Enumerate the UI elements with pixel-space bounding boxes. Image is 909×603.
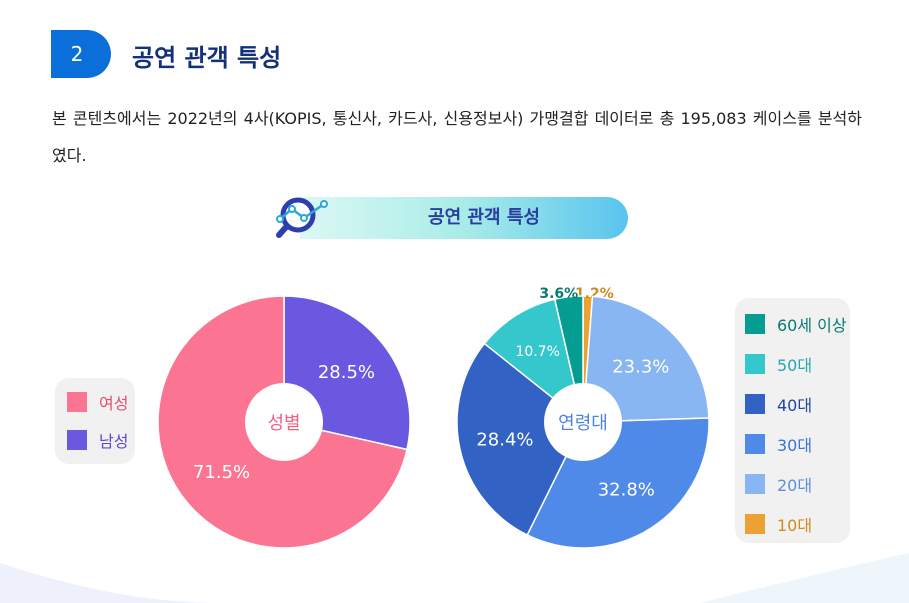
data-label: 28.4% — [476, 429, 533, 450]
legend-swatch — [745, 434, 765, 454]
pie-slice — [582, 295, 710, 423]
legend-item: 40대 — [745, 392, 812, 416]
legend-swatch — [745, 514, 765, 534]
section-title: 공연 관객 특성 — [132, 44, 282, 72]
data-label: 3.6% — [539, 286, 578, 302]
data-label: 71.5% — [193, 462, 250, 483]
legend-label: 남성 — [99, 432, 129, 451]
data-label: 10.7% — [515, 344, 559, 360]
legend-label: 50대 — [777, 356, 813, 375]
description: 본 콘텐츠에서는 2022년의 4사(KOPIS, 통신사, 카드사, 신용정보… — [52, 109, 862, 165]
legend-item: 남성 — [67, 428, 128, 452]
legend-label: 20대 — [777, 476, 813, 495]
legend-item: 60세 이상 — [745, 312, 847, 336]
legend-swatch — [67, 392, 87, 412]
legend-swatch — [745, 314, 765, 334]
center-label: 연령대 — [558, 413, 608, 434]
banner: 공연 관객 특성 — [300, 197, 628, 239]
data-label: 32.8% — [598, 479, 655, 500]
legend-swatch — [745, 394, 765, 414]
legend-label: 10대 — [777, 516, 813, 535]
center-label: 성별 — [267, 413, 300, 434]
pie-center — [245, 383, 323, 461]
data-label: 23.3% — [612, 357, 669, 378]
legend-label: 40대 — [777, 396, 813, 415]
legend-label: 30대 — [777, 436, 813, 455]
banner-title: 공연 관객 특성 — [428, 207, 540, 228]
section-number: 2 — [51, 30, 111, 78]
pie-slice — [456, 342, 584, 536]
legend-item: 10대 — [745, 512, 812, 536]
legend-swatch — [67, 430, 87, 450]
magnifier-chart-icon — [276, 197, 328, 238]
legend-item: 여성 — [67, 390, 128, 414]
legend-item: 30대 — [745, 432, 812, 456]
legend-item: 20대 — [745, 472, 812, 496]
legend-item: 50대 — [745, 352, 812, 376]
background-wave — [0, 553, 909, 603]
legend-label: 60세 이상 — [777, 316, 847, 335]
age-legend: 60세 이상 50대 40대 30대 20대 10대 — [735, 298, 850, 543]
legend-label: 여성 — [99, 394, 129, 413]
pie-center — [544, 383, 622, 461]
data-label: 28.5% — [318, 362, 375, 383]
pie-slice — [483, 298, 585, 424]
legend-swatch — [745, 354, 765, 374]
legend-swatch — [745, 474, 765, 494]
